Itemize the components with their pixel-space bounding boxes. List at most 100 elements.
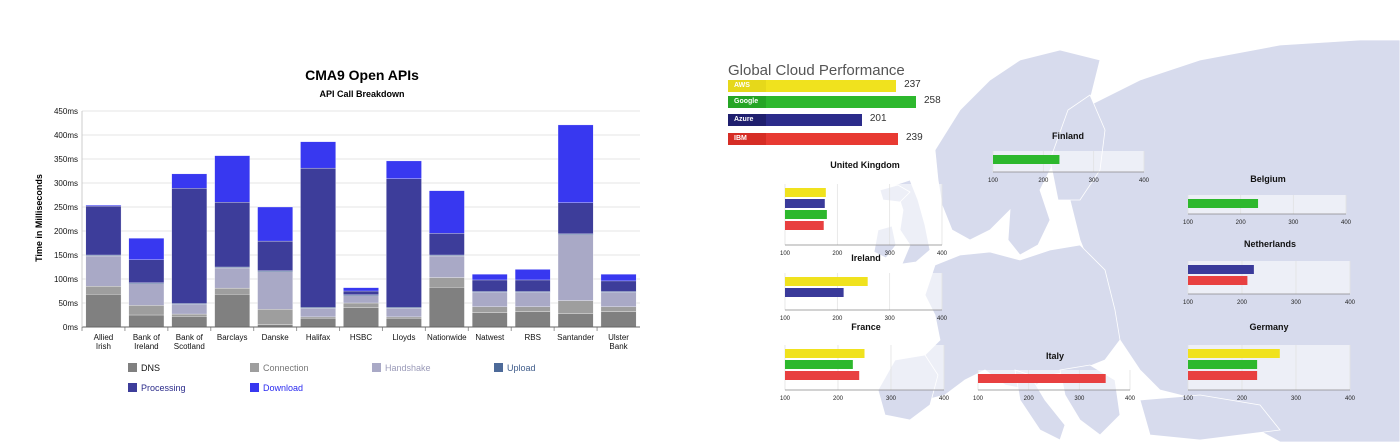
bar-segment <box>214 287 250 295</box>
bar-segment <box>429 233 465 256</box>
tag-ibm: IBM <box>728 133 766 145</box>
bar-segment <box>300 141 336 169</box>
region-bar <box>993 155 1060 164</box>
x-tick-label: Nationwide <box>427 333 467 342</box>
bar-segment <box>214 155 250 203</box>
bar-segment <box>128 259 165 283</box>
bar-segment <box>343 295 379 304</box>
region-tick-label: 100 <box>780 316 791 322</box>
region-tick-label: 200 <box>1237 396 1248 402</box>
bar-segment <box>343 307 379 328</box>
bar-segment <box>300 308 336 318</box>
region-tick-label: 200 <box>832 316 843 322</box>
region-tick-label: 400 <box>1341 220 1352 226</box>
legend-label[interactable]: Upload <box>507 363 536 373</box>
bar-segment <box>600 292 637 307</box>
region-bar <box>785 349 865 358</box>
bar-segment <box>472 292 508 307</box>
legend-label[interactable]: DNS <box>141 363 160 373</box>
bar-segment <box>257 271 293 310</box>
bar-segment <box>85 205 122 256</box>
region-tick-label: 200 <box>1236 220 1247 226</box>
bar-segment <box>128 283 165 306</box>
bar-segment <box>85 204 122 207</box>
region-bar <box>978 374 1106 383</box>
legend-label[interactable]: Processing <box>141 383 186 393</box>
bar-segment <box>429 277 465 288</box>
bar-segment <box>171 188 208 304</box>
region-tick-label: 100 <box>988 178 999 184</box>
region-tick-label: 200 <box>1237 300 1248 306</box>
region-chart: 100 200 300 400 <box>1183 345 1356 402</box>
bar-segment <box>557 124 594 203</box>
region-tick-label: 300 <box>1089 178 1100 184</box>
bar-segment <box>472 279 508 292</box>
region-tick-label: 100 <box>973 396 984 402</box>
legend-label[interactable]: Connection <box>263 363 309 373</box>
summary-bar-aws <box>766 80 897 92</box>
region-chart: 100 200 300 400 <box>780 273 948 322</box>
legend-swatch <box>250 383 259 392</box>
bar-segment <box>214 202 250 268</box>
bar-segment <box>600 306 637 312</box>
bar-segment <box>472 306 508 313</box>
region-tick-label: 200 <box>1038 178 1049 184</box>
region-tick-label: 400 <box>937 251 948 257</box>
x-tick-label: Scotland <box>174 342 205 351</box>
bar-segment <box>257 240 293 271</box>
bar-segment <box>171 173 208 189</box>
region-tick-label: 400 <box>1139 178 1150 184</box>
region-tick-label: 300 <box>885 316 896 322</box>
bar-segment <box>386 318 422 328</box>
bar-segment <box>214 267 250 289</box>
bar-segment <box>300 318 336 328</box>
bar-segment <box>429 287 465 328</box>
x-tick-label: Bank of <box>133 333 161 342</box>
region-title-ireland: Ireland <box>851 253 881 263</box>
bar-segment <box>343 302 379 308</box>
region-bar <box>785 221 824 230</box>
region-bar <box>1188 276 1248 285</box>
bar-segment <box>514 279 551 292</box>
region-chart: 100 200 300 400 <box>1183 261 1356 306</box>
y-tick-label: 250ms <box>54 203 78 212</box>
bar-segment <box>514 311 551 328</box>
region-title-france: France <box>851 322 881 332</box>
region-chart: 100 200 300 400 <box>1183 195 1352 226</box>
region-bar <box>1188 349 1280 358</box>
x-tick-label: Bank <box>609 342 628 351</box>
region-tick-label: 100 <box>780 251 791 257</box>
summary-bar-ibm <box>766 133 898 145</box>
region-bar <box>1188 371 1258 380</box>
bars <box>85 124 637 328</box>
region-title-italy: Italy <box>1045 351 1065 361</box>
region-tick-label: 300 <box>1074 396 1085 402</box>
region-bar <box>785 288 844 297</box>
region-title-germany: Germany <box>1249 322 1289 332</box>
x-tick-label: Natwest <box>475 333 505 342</box>
summary-value-azure: 201 <box>869 113 887 124</box>
bar-segment <box>429 190 465 234</box>
legend-swatch <box>372 363 381 372</box>
bar-segment <box>300 316 336 319</box>
region-bar <box>785 199 825 208</box>
bar-segment <box>514 292 551 307</box>
legend-label[interactable]: Handshake <box>385 363 431 373</box>
x-tick-label: Lloyds <box>392 333 415 342</box>
y-tick-label: 350ms <box>54 155 78 164</box>
summary-bar-google <box>766 96 916 108</box>
region-bar <box>785 188 826 197</box>
bar-segment <box>386 316 422 319</box>
summary-bar-azure <box>766 114 862 126</box>
region-tick-label: 200 <box>1024 396 1035 402</box>
bar-segment <box>300 167 336 308</box>
region-tick-label: 100 <box>1183 220 1194 226</box>
bar-segment <box>386 178 422 308</box>
region-tick-label: 300 <box>1288 220 1299 226</box>
x-tick-label: Santander <box>557 333 594 342</box>
bar-segment <box>557 202 594 235</box>
region-tick-label: 300 <box>1291 396 1302 402</box>
legend-label[interactable]: Download <box>263 383 303 393</box>
region-bar <box>785 277 868 286</box>
x-tick-label: Danske <box>262 333 290 342</box>
